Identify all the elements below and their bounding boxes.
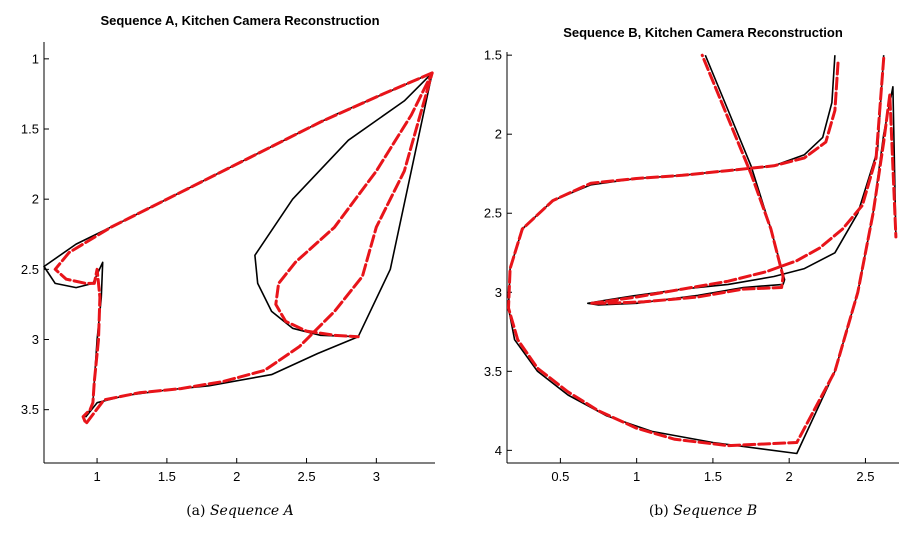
chart-b-caption: (b) Sequence B bbox=[649, 503, 757, 519]
chart-b-plot-area bbox=[507, 53, 898, 455]
chart-a-x-tick-label: 1.5 bbox=[158, 469, 176, 484]
chart-sequence-a: Sequence A, Kitchen Camera Reconstructio… bbox=[21, 13, 435, 519]
chart-sequence-b: Sequence B, Kitchen Camera Reconstructio… bbox=[484, 25, 899, 519]
chart-b-y-tick-label: 3.5 bbox=[484, 364, 502, 379]
chart-a-caption: (a) Sequence A bbox=[186, 503, 294, 519]
chart-a-ground-truth-trajectory bbox=[43, 72, 434, 418]
chart-b-caption-text: Sequence B bbox=[673, 503, 757, 519]
chart-b-title: Sequence B, Kitchen Camera Reconstructio… bbox=[563, 25, 843, 40]
chart-a-y-tick-label: 1 bbox=[32, 51, 39, 66]
chart-a-title: Sequence A, Kitchen Camera Reconstructio… bbox=[100, 13, 379, 28]
chart-a-y-tick-label: 3 bbox=[32, 332, 39, 347]
chart-a-x-ticks: 1 1.5 2 2.5 3 bbox=[93, 458, 380, 484]
chart-a-caption-label: (a) bbox=[186, 503, 205, 519]
chart-b-y-ticks: 1.5 2 2.5 3 3.5 4 bbox=[484, 48, 512, 458]
chart-a-x-tick-label: 2 bbox=[233, 469, 240, 484]
chart-b-reconstructed-trajectory bbox=[507, 61, 898, 448]
chart-b-x-ticks: 0.5 1 1.5 2 2.5 bbox=[551, 458, 874, 484]
chart-b-y-tick-label: 2.5 bbox=[484, 206, 502, 221]
chart-a-x-tick-label: 1 bbox=[93, 469, 100, 484]
chart-b-y-tick-label: 2 bbox=[495, 127, 502, 142]
chart-a-x-tick-label: 3 bbox=[373, 469, 380, 484]
chart-a-reconstructed-trajectory bbox=[53, 71, 434, 426]
chart-a-y-tick-label: 2.5 bbox=[21, 262, 39, 277]
chart-b-y-tick-label: 1.5 bbox=[484, 48, 502, 63]
chart-a-y-tick-label: 1.5 bbox=[21, 122, 39, 137]
chart-b-x-tick-label: 2 bbox=[786, 469, 793, 484]
chart-b-x-tick-label: 2.5 bbox=[856, 469, 874, 484]
chart-b-x-tick-label: 1.5 bbox=[704, 469, 722, 484]
chart-b-x-tick-label: 0.5 bbox=[551, 469, 569, 484]
chart-b-y-tick-label: 4 bbox=[495, 443, 502, 458]
chart-a-x-tick-label: 2.5 bbox=[297, 469, 315, 484]
chart-b-y-tick-label: 3 bbox=[495, 285, 502, 300]
chart-a-y-ticks: 1 1.5 2 2.5 3 3.5 bbox=[21, 51, 49, 417]
chart-b-caption-label: (b) bbox=[649, 503, 669, 519]
chart-a-caption-text: Sequence A bbox=[210, 503, 294, 519]
chart-b-ground-truth-trajectory bbox=[507, 55, 897, 455]
chart-b-x-tick-label: 1 bbox=[633, 469, 640, 484]
chart-b-reconstructed-trajectory bbox=[589, 53, 886, 305]
chart-a-y-tick-label: 3.5 bbox=[21, 402, 39, 417]
chart-a-plot-area bbox=[43, 71, 434, 426]
chart-a-y-tick-label: 2 bbox=[32, 192, 39, 207]
